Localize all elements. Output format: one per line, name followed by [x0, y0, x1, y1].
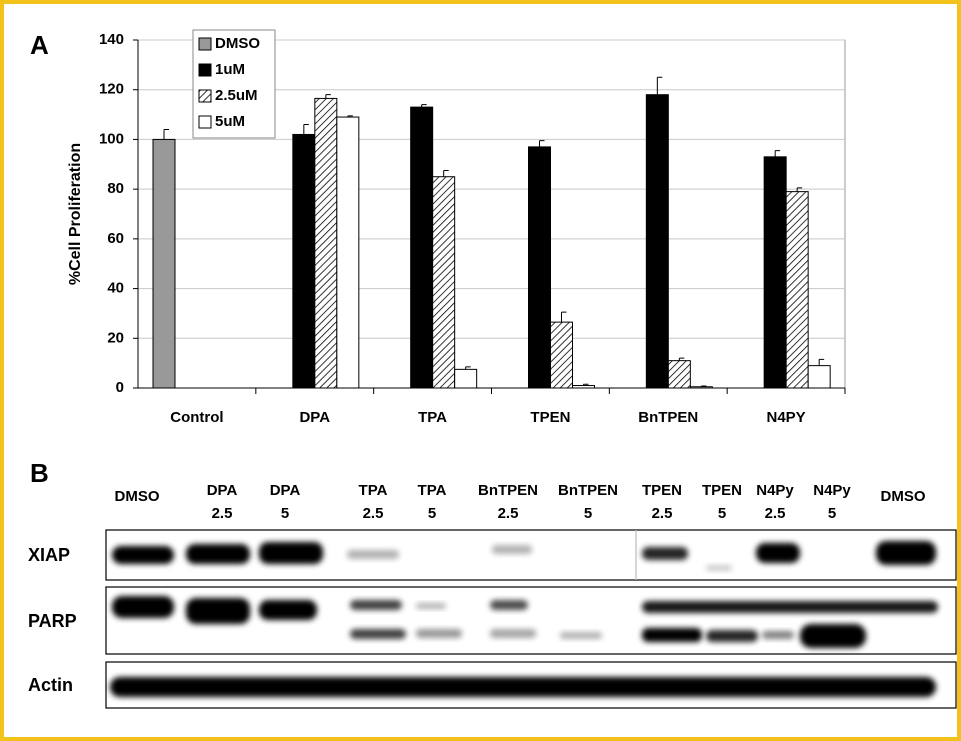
lane-dose: 5: [718, 505, 726, 522]
lane-label: TPA: [418, 482, 447, 499]
y-tick-label: 100: [99, 130, 124, 147]
figure: A B %Cell Proliferation 02040608010: [0, 0, 961, 741]
legend-swatch: [199, 90, 211, 102]
y-tick-label: 140: [99, 31, 124, 48]
y-tick-label: 20: [107, 329, 124, 346]
x-tick-label: N4PY: [766, 409, 805, 426]
legend-swatch: [199, 116, 211, 128]
panel-label: B: [30, 458, 49, 488]
legend-label: DMSO: [215, 35, 260, 52]
lane-label: BnTPEN: [478, 482, 538, 499]
legend-label: 5uM: [215, 113, 245, 130]
panel-label: A: [30, 30, 49, 60]
row-label: PARP: [28, 611, 77, 631]
legend-label: 1uM: [215, 61, 245, 78]
bar: [293, 134, 315, 388]
bar: [411, 107, 433, 388]
bar: [337, 117, 359, 388]
bar: [433, 177, 455, 388]
y-tick-label: 120: [99, 81, 124, 98]
x-tick-label: Control: [170, 409, 223, 426]
lane-label: DMSO: [115, 488, 160, 505]
bar: [153, 139, 175, 388]
x-tick-label: BnTPEN: [638, 409, 698, 426]
lane-label: DPA: [270, 482, 301, 499]
bar: [764, 157, 786, 388]
bar: [315, 98, 337, 388]
lane-label: DMSO: [881, 488, 926, 505]
bar: [668, 361, 690, 388]
bar: [573, 386, 595, 388]
bar: [646, 95, 668, 388]
bar: [786, 192, 808, 388]
lane-dose: 5: [828, 505, 836, 522]
lane-label: TPA: [359, 482, 388, 499]
lane-dose: 5: [584, 505, 592, 522]
lane-label: BnTPEN: [558, 482, 618, 499]
lane-label: TPEN: [702, 482, 742, 499]
lane-label: DPA: [207, 482, 238, 499]
x-tick-label: TPA: [418, 409, 447, 426]
y-tick-label: 0: [116, 379, 124, 396]
lane-dose: 2.5: [498, 505, 519, 522]
bar: [455, 369, 477, 388]
lane-dose: 2.5: [212, 505, 233, 522]
row-label: XIAP: [28, 545, 70, 565]
row-label: Actin: [28, 675, 73, 695]
lane-label: TPEN: [642, 482, 682, 499]
y-axis-label: %Cell Proliferation: [67, 143, 84, 285]
lane-label: N4Py: [813, 482, 851, 499]
lane-dose: 2.5: [363, 505, 384, 522]
bar: [690, 387, 712, 388]
bar: [551, 322, 573, 388]
lane-dose: 5: [428, 505, 436, 522]
lane-label: N4Py: [756, 482, 794, 499]
y-tick-label: 80: [107, 180, 124, 197]
y-tick-label: 60: [107, 230, 124, 247]
bar: [529, 147, 551, 388]
x-tick-label: DPA: [299, 409, 330, 426]
lane-dose: 2.5: [765, 505, 786, 522]
lane-dose: 2.5: [652, 505, 673, 522]
lane-dose: 5: [281, 505, 289, 522]
legend-label: 2.5uM: [215, 87, 258, 104]
legend-swatch: [199, 38, 211, 50]
bar: [808, 366, 830, 388]
chart: A B %Cell Proliferation 02040608010: [0, 0, 961, 741]
legend-swatch: [199, 64, 211, 76]
x-tick-label: TPEN: [530, 409, 570, 426]
y-tick-label: 40: [107, 280, 124, 297]
